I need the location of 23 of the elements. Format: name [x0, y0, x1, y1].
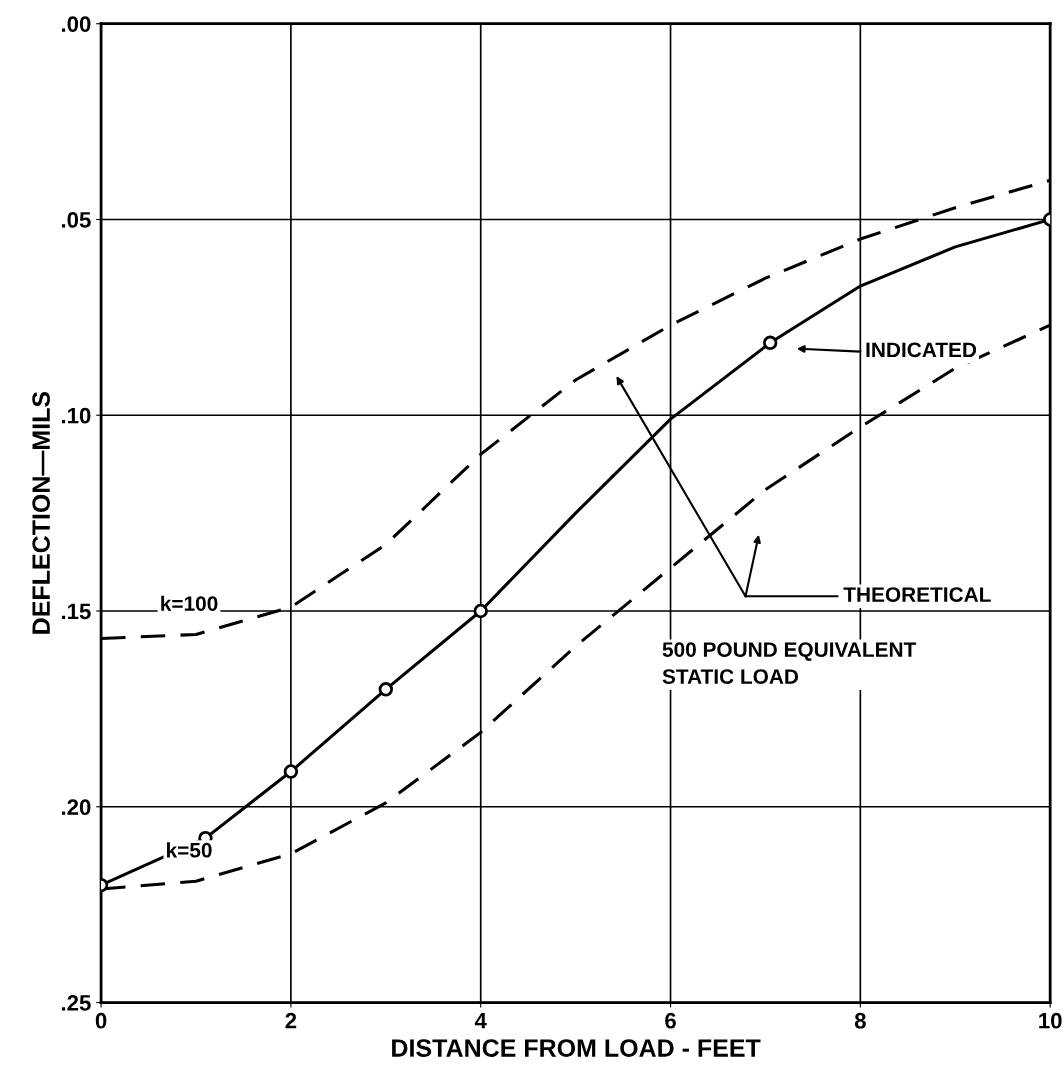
point	[473, 603, 488, 619]
x-tick-label: 0	[95, 1012, 107, 1029]
point	[762, 335, 778, 351]
y-tick-label: .25	[61, 995, 91, 1011]
y-tick-label: .05	[61, 212, 91, 228]
y-axis-title: DEFLECTION—MILS	[32, 391, 50, 634]
series-label: k=50	[167, 842, 212, 858]
annotation: INDICATED	[866, 342, 977, 358]
x-tick-label: 6	[665, 1012, 676, 1029]
y-tick-label: .20	[61, 799, 91, 816]
y-tick-label: .10	[61, 407, 91, 424]
y-tick-label: .00	[61, 16, 91, 32]
point	[378, 682, 394, 697]
x-tick-label: 8	[854, 1012, 866, 1029]
x-tick-label: 10	[1039, 1012, 1062, 1029]
annotation: THEORETICAL	[843, 587, 991, 602]
annotation: 500 POUND EQUIVALENT STATIC LOAD	[662, 642, 917, 684]
series-label: k=100	[161, 595, 218, 611]
y-tick-label: .15	[61, 603, 91, 620]
x-tick-label: 2	[285, 1012, 297, 1029]
x-axis-title: DISTANCE FROM LOAD - FEET	[392, 1039, 761, 1057]
x-tick-label: 4	[474, 1013, 487, 1029]
point	[283, 764, 299, 779]
